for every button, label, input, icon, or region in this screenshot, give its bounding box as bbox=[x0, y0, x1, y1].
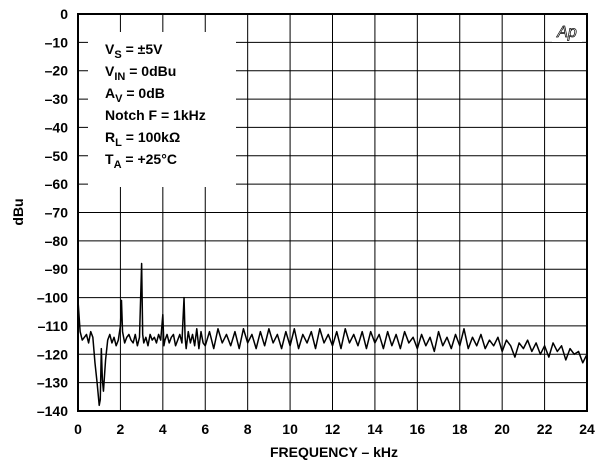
condition-line: AV = 0dB bbox=[105, 85, 165, 105]
conditions-box-background bbox=[88, 32, 236, 187]
logo-background bbox=[552, 20, 582, 42]
y-tick-label: 0 bbox=[60, 6, 68, 22]
condition-symbol: T bbox=[105, 151, 114, 167]
x-tick-label: 2 bbox=[117, 421, 125, 437]
x-tick-label: 0 bbox=[74, 421, 82, 437]
x-tick-label: 14 bbox=[367, 421, 383, 437]
y-tick-labels: 0 –10 –20 –30 –40 –50 –60 –70 –80 –90 –100 –110 –120… bbox=[37, 6, 68, 419]
condition-value: = +25°C bbox=[122, 151, 177, 167]
condition-subscript: A bbox=[114, 159, 122, 171]
condition-value: = 100kΩ bbox=[122, 129, 180, 145]
condition-line: VS = ±5V bbox=[105, 41, 163, 61]
y-tick-label: –50 bbox=[45, 148, 69, 164]
y-tick-label: –110 bbox=[38, 318, 69, 334]
condition-symbol: A bbox=[105, 85, 115, 101]
x-tick-label: 6 bbox=[201, 421, 209, 437]
condition-symbol: Notch F = 1kHz bbox=[105, 107, 206, 123]
y-tick-label: –140 bbox=[37, 403, 68, 419]
y-tick-label: –70 bbox=[45, 205, 69, 221]
condition-line: TA = +25°C bbox=[105, 151, 177, 171]
y-tick-label: –80 bbox=[45, 233, 69, 249]
logo-text: Ap bbox=[556, 24, 577, 41]
y-tick-label: –10 bbox=[45, 34, 69, 50]
y-tick-label: –90 bbox=[45, 261, 69, 277]
y-tick-label: –100 bbox=[37, 290, 68, 306]
spectrum-trace-layer bbox=[77, 262, 588, 407]
x-tick-label: 8 bbox=[244, 421, 252, 437]
condition-symbol: R bbox=[105, 129, 115, 145]
condition-line: RL = 100kΩ bbox=[105, 129, 180, 149]
condition-symbol: V bbox=[105, 41, 115, 57]
x-tick-label: 16 bbox=[410, 421, 426, 437]
y-tick-label: –60 bbox=[45, 176, 69, 192]
y-tick-label: –20 bbox=[45, 63, 69, 79]
y-tick-label: –30 bbox=[45, 91, 69, 107]
y-tick-label: –130 bbox=[37, 375, 68, 391]
y-tick-label: –120 bbox=[37, 346, 68, 362]
condition-subscript: V bbox=[115, 93, 123, 105]
condition-line: Notch F = 1kHz bbox=[105, 107, 206, 123]
audio-precision-logo: Ap bbox=[552, 20, 582, 42]
plot-frame bbox=[77, 13, 588, 412]
x-axis-label: FREQUENCY – kHz bbox=[270, 444, 398, 460]
y-axis-label: dBu bbox=[10, 198, 26, 225]
x-tick-label: 22 bbox=[537, 421, 553, 437]
condition-subscript: IN bbox=[114, 71, 125, 83]
x-tick-label: 12 bbox=[325, 421, 341, 437]
condition-value: = ±5V bbox=[122, 41, 163, 57]
condition-subscript: S bbox=[114, 49, 121, 61]
x-tick-label: 18 bbox=[452, 421, 468, 437]
x-tick-labels: 0 2 4 6 8 10 12 14 16 18 20 22 24 bbox=[74, 421, 595, 437]
condition-subscript: L bbox=[115, 137, 122, 149]
x-tick-label: 20 bbox=[494, 421, 510, 437]
condition-line: VIN = 0dBu bbox=[105, 63, 176, 83]
condition-value: = 0dBu bbox=[125, 63, 176, 79]
condition-value: = 0dB bbox=[122, 85, 164, 101]
condition-symbol: V bbox=[105, 63, 115, 79]
spectrum-trace bbox=[77, 262, 588, 407]
x-tick-label: 24 bbox=[579, 421, 595, 437]
y-tick-label: –40 bbox=[45, 119, 69, 135]
plot-border bbox=[77, 13, 588, 412]
x-tick-label: 4 bbox=[159, 421, 167, 437]
x-tick-label: 10 bbox=[282, 421, 298, 437]
